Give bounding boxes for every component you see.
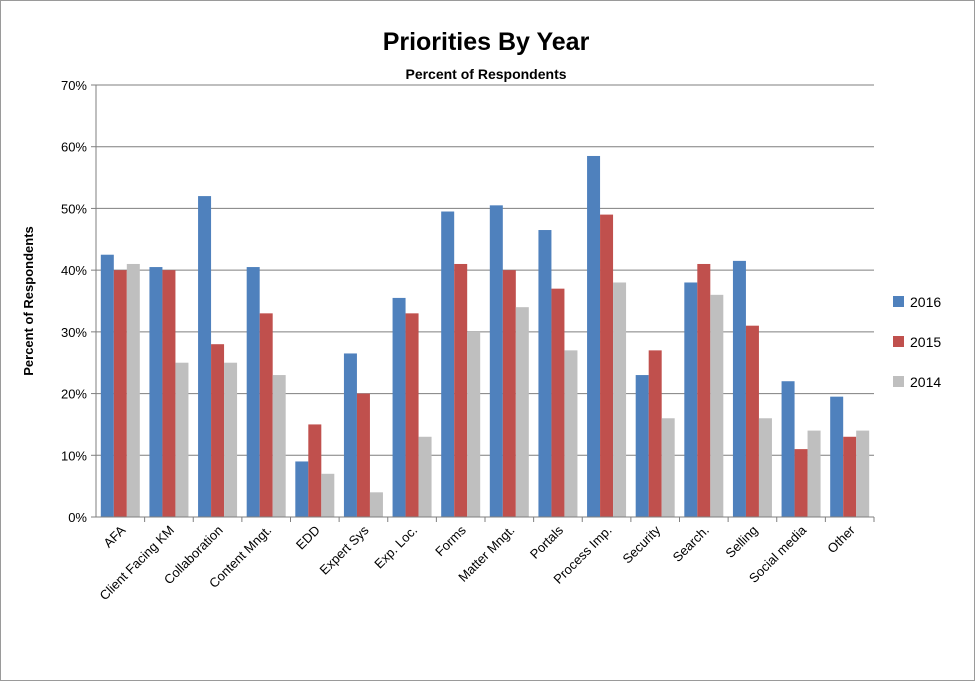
y-tick-label: 10%: [61, 448, 87, 463]
bar-2014: [515, 307, 529, 517]
x-tick-label: Search.: [670, 523, 712, 565]
bar-2016: [781, 381, 795, 517]
bar-2014: [321, 473, 335, 517]
bar-2014: [467, 331, 481, 517]
bar-2014: [661, 418, 675, 517]
bar-2014: [369, 492, 383, 517]
bar-2014: [807, 430, 821, 517]
y-tick-label: 30%: [61, 325, 87, 340]
bar-2014: [613, 282, 627, 517]
bar-2015: [113, 270, 127, 517]
bar-2015: [551, 288, 565, 517]
bar-2015: [454, 263, 468, 517]
legend-swatch-2016: [893, 296, 904, 307]
y-tick-label: 60%: [61, 140, 87, 155]
bar-2016: [149, 267, 163, 517]
bar-2016: [343, 353, 357, 517]
axes: [91, 84, 875, 522]
bar-2014: [758, 418, 772, 517]
bar-2015: [843, 436, 857, 517]
legend-swatch-2015: [893, 336, 904, 347]
bar-2015: [211, 344, 225, 517]
bar-2016: [830, 396, 844, 517]
bar-2014: [175, 362, 189, 517]
legend-swatch-2014: [893, 376, 904, 387]
bar-2016: [392, 297, 406, 517]
bar-2016: [295, 461, 309, 517]
legend-label-2014: 2014: [910, 374, 941, 390]
x-tick-label: Forms: [432, 522, 469, 559]
x-tick-label: AFA: [100, 522, 128, 550]
x-tick-label: Exp. Loc.: [371, 523, 420, 572]
bar-2016: [587, 155, 601, 517]
y-tick-label: 70%: [61, 78, 87, 93]
y-tick-label: 0%: [68, 510, 87, 525]
bar-2014: [564, 350, 578, 517]
x-tick-label: Expert Sys: [317, 522, 372, 577]
x-tick-label: Security: [619, 522, 663, 566]
bar-2016: [489, 205, 503, 518]
legend-label-2015: 2015: [910, 334, 941, 350]
bar-2016: [538, 230, 552, 517]
bars: [100, 155, 870, 518]
bar-2015: [308, 424, 322, 517]
bar-2015: [600, 214, 614, 517]
bar-2016: [635, 375, 649, 517]
bar-2016: [246, 267, 260, 517]
x-tick-label: Selling: [722, 523, 760, 561]
bar-2014: [272, 375, 286, 517]
bar-2014: [224, 362, 238, 517]
y-tick-label: 40%: [61, 263, 87, 278]
x-tick-label: Portals: [527, 522, 567, 562]
bar-2015: [405, 313, 419, 517]
bar-2014: [418, 436, 432, 517]
bar-2016: [441, 211, 455, 517]
bar-2015: [648, 350, 662, 517]
legend-label-2016: 2016: [910, 294, 941, 310]
chart-subtitle: Percent of Respondents: [405, 66, 566, 82]
bar-2015: [259, 313, 273, 517]
bar-2016: [100, 254, 114, 517]
y-tick-label: 20%: [61, 387, 87, 402]
bar-2016: [198, 196, 212, 518]
bar-2015: [162, 270, 176, 517]
bar-2015: [356, 393, 370, 517]
x-tick-label: EDD: [293, 523, 323, 553]
bar-2015: [794, 449, 808, 517]
bar-2016: [684, 282, 698, 517]
bar-2014: [126, 263, 140, 517]
bar-2014: [710, 294, 724, 517]
bar-2014: [856, 430, 870, 517]
bar-2015: [502, 270, 516, 517]
y-axis-label: Percent of Respondents: [21, 226, 36, 376]
x-tick-label: Other: [824, 522, 858, 556]
bar-2016: [732, 260, 746, 517]
y-tick-label: 50%: [61, 201, 87, 216]
chart-title: Priorities By Year: [383, 28, 590, 56]
legend: 2016 2015 2014: [893, 294, 941, 390]
bar-2015: [697, 263, 711, 517]
bar-2015: [745, 325, 759, 517]
